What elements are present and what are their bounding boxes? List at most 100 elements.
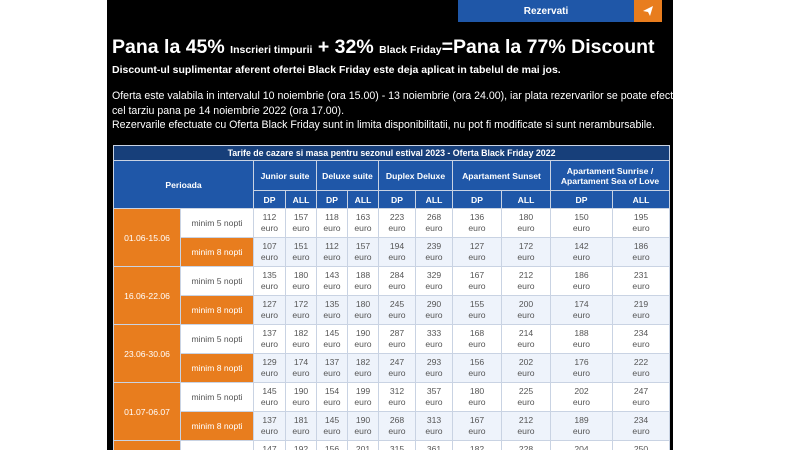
price-value: 247 — [633, 386, 649, 396]
price-unit: euro — [354, 368, 372, 378]
price-unit: euro — [425, 281, 443, 291]
price-cell: 268 euro — [378, 411, 416, 441]
price-value: 127 — [262, 299, 277, 309]
price-value: 312 — [389, 386, 405, 396]
heading-part: Inscrieri timpurii — [230, 44, 313, 56]
price-cell: 284 euro — [378, 266, 416, 296]
price-value: 212 — [518, 415, 534, 425]
price-value: 225 — [518, 386, 534, 396]
price-unit: euro — [517, 252, 535, 262]
price-cell: 174 euro — [550, 295, 613, 325]
price-value: 228 — [518, 444, 534, 450]
price-unit: euro — [260, 397, 279, 407]
price-cell: 112 euro — [253, 208, 286, 238]
plane-icon — [643, 6, 653, 16]
price-unit: euro — [517, 281, 535, 291]
price-cell: 247 euro — [611, 382, 671, 412]
price-value: 137 — [262, 328, 277, 338]
price-value: 129 — [262, 357, 277, 367]
price-unit: euro — [292, 310, 310, 320]
price-unit: euro — [572, 339, 591, 349]
price-value: 167 — [469, 415, 485, 425]
price-unit: euro — [323, 223, 341, 233]
price-cell: 150 euro — [550, 208, 613, 238]
price-unit: euro — [632, 397, 650, 407]
period-cell — [113, 440, 181, 450]
price-unit: euro — [292, 368, 310, 378]
price-cell: 145 euro — [253, 382, 286, 412]
price-unit: euro — [632, 426, 650, 436]
price-cell: 219 euro — [611, 295, 671, 325]
price-cell: 129 euro — [253, 353, 286, 383]
price-cell: 167 euro — [452, 266, 502, 296]
stay-cell — [180, 440, 254, 450]
price-value: 293 — [426, 357, 442, 367]
price-value: 156 — [469, 357, 485, 367]
price-value: 268 — [389, 415, 405, 425]
price-value: 268 — [426, 212, 442, 222]
price-unit: euro — [468, 339, 486, 349]
price-value: 313 — [426, 415, 442, 425]
subcolumn-header: ALL — [501, 190, 551, 209]
price-value: 212 — [518, 270, 534, 280]
price-unit: euro — [517, 368, 535, 378]
price-cell: 223 euro — [378, 208, 416, 238]
stay-cell: minim 5 nopti — [180, 382, 254, 412]
price-cell: 287 euro — [378, 324, 416, 354]
price-value: 137 — [262, 415, 277, 425]
price-value: 195 — [633, 212, 649, 222]
send-icon[interactable] — [634, 0, 662, 22]
price-unit: euro — [425, 426, 443, 436]
price-row: 147euro192euro156euro201euro315euro361eu… — [113, 440, 671, 450]
price-cell: 172 euro — [501, 237, 551, 267]
price-unit: euro — [468, 368, 486, 378]
price-value: 202 — [574, 386, 589, 396]
price-row: 16.06-22.06 minim 5 nopti 135 euro 180 euro 14… — [113, 266, 671, 325]
price-cell: 155 euro — [452, 295, 502, 325]
price-unit: euro — [323, 426, 341, 436]
price-cell: 313 euro — [415, 411, 453, 441]
price-unit: euro — [260, 281, 279, 291]
subcolumn-header: ALL — [611, 190, 671, 209]
price-value: 190 — [355, 415, 371, 425]
price-value: 247 — [389, 357, 405, 367]
price-unit: euro — [323, 397, 341, 407]
price-row: 01.07-06.07 minim 5 nopti 145 euro 190 euro 15… — [113, 382, 671, 441]
paragraph-line: Rezervarile efectuate cu Oferta Black Fr… — [112, 119, 655, 132]
price-unit: euro — [260, 426, 279, 436]
price-cell: 167 euro — [452, 411, 502, 441]
price-unit: euro — [425, 397, 443, 407]
reserve-button[interactable]: Rezervati — [458, 0, 634, 22]
price-unit: euro — [572, 310, 591, 320]
price-cell: 136 euro — [452, 208, 502, 238]
price-unit: euro — [468, 426, 486, 436]
price-value: 163 — [355, 212, 371, 222]
price-unit: euro — [468, 397, 486, 407]
price-value: 137 — [324, 357, 340, 367]
price-unit: euro — [388, 339, 406, 349]
price-value: 174 — [293, 357, 309, 367]
price-value: 127 — [469, 241, 485, 251]
paragraph-line: cel tarziu pana pe 14 noiembrie 2022 (or… — [112, 104, 345, 117]
price-value: 135 — [324, 299, 340, 309]
price-value: 234 — [633, 415, 649, 425]
stay-cell: minim 5 nopti — [180, 324, 254, 354]
price-value: 151 — [293, 241, 309, 251]
price-value: 222 — [633, 357, 649, 367]
price-unit: euro — [260, 310, 279, 320]
stay-cell: minim 8 nopti — [180, 295, 254, 325]
price-value: 157 — [293, 212, 309, 222]
price-value: 172 — [293, 299, 309, 309]
price-row: minim 8 nopti 127 euro 172 euro 135 euro 180 eur… — [114, 295, 671, 325]
price-unit: euro — [572, 397, 591, 407]
price-value: 186 — [633, 241, 649, 251]
price-cell: 199 euro — [347, 382, 379, 412]
column-header: Perioada — [113, 160, 254, 209]
price-cell: 228euro — [501, 440, 551, 450]
price-cell: 157 euro — [285, 208, 317, 238]
price-unit: euro — [354, 426, 372, 436]
paragraph: Oferta este valabila in intervalul 10 no… — [112, 89, 673, 133]
price-cell: 333 euro — [415, 324, 453, 354]
price-value: 167 — [469, 270, 485, 280]
